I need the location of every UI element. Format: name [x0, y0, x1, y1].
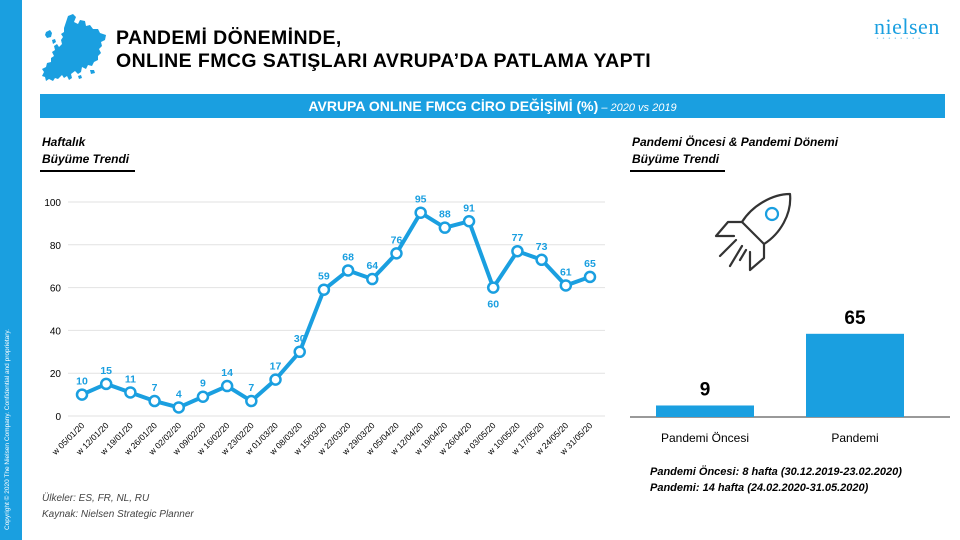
bar-value-label: 65 — [844, 308, 866, 329]
data-label: 65 — [584, 258, 596, 270]
period-label-underline — [630, 170, 725, 172]
chart-banner: AVRUPA ONLINE FMCG CİRO DEĞİŞİMİ (%) – 2… — [40, 94, 945, 118]
data-point — [75, 388, 89, 401]
data-point — [559, 279, 573, 292]
data-point — [535, 253, 548, 267]
data-label: 15 — [100, 365, 112, 377]
data-point — [317, 283, 331, 296]
data-label: 10 — [76, 376, 88, 388]
data-label: 88 — [439, 209, 451, 221]
bar-value-label: 9 — [700, 379, 711, 400]
weekly-label-underline — [40, 170, 135, 172]
data-point — [172, 401, 186, 414]
data-label: 59 — [318, 271, 330, 283]
data-label: 14 — [221, 367, 233, 379]
data-label: 68 — [342, 251, 354, 263]
data-point — [245, 394, 258, 408]
data-label: 91 — [463, 202, 475, 214]
data-point — [148, 394, 161, 408]
nielsen-logo-dots: •••••••• — [876, 36, 924, 42]
footnote-pre-label: Pandemi Öncesi: — [650, 466, 740, 478]
series-line — [81, 210, 591, 410]
data-point — [99, 377, 113, 391]
bar — [656, 405, 754, 417]
rocket-icon — [714, 192, 792, 272]
y-tick-label: 40 — [50, 326, 62, 337]
data-label: 4 — [176, 388, 182, 400]
data-label: 77 — [512, 232, 524, 244]
y-tick-label: 20 — [50, 369, 62, 380]
bar-category-label: Pandemi — [831, 431, 878, 445]
y-tick-label: 60 — [50, 284, 62, 295]
data-label: 73 — [536, 241, 548, 253]
period-label-line-2: Büyüme Trendi — [632, 152, 720, 166]
data-point — [341, 264, 355, 277]
title-line-1: PANDEMİ DÖNEMİNDE, — [116, 27, 342, 49]
data-point — [220, 379, 234, 393]
weekly-label-line-2: Büyüme Trendi — [42, 152, 130, 166]
data-label: 7 — [248, 382, 254, 394]
period-trend-label: Pandemi Öncesi & Pandemi Dönemi Büyüme T… — [632, 134, 838, 168]
bar-category-label: Pandemi Öncesi — [661, 431, 749, 445]
data-label: 76 — [391, 234, 403, 246]
data-point — [414, 206, 427, 219]
data-point — [438, 221, 452, 234]
data-label: 9 — [200, 378, 206, 390]
data-point — [486, 281, 500, 294]
period-bar-chart: 9 Pandemi Öncesi 65 Pandemi — [630, 308, 950, 445]
data-point — [462, 215, 476, 228]
data-label: 7 — [152, 382, 158, 394]
page-title: PANDEMİ DÖNEMİNDE, ONLINE FMCG SATIŞLARI… — [116, 27, 651, 73]
nielsen-logo: nielsen — [874, 14, 940, 39]
data-label: 60 — [487, 299, 499, 311]
europe-map-icon — [42, 14, 106, 81]
data-point — [583, 270, 597, 284]
data-point — [390, 247, 403, 260]
footnote-pan-text: 14 hafta (24.02.2020-31.05.2020) — [699, 482, 869, 494]
bar — [806, 333, 904, 417]
title-line-2: ONLINE FMCG SATIŞLARI AVRUPA’DA PATLAMA … — [116, 50, 652, 72]
data-label: 17 — [270, 361, 282, 373]
weekly-line-chart: 0 20 40 60 80 100 10 15 11 7 4 9 14 7 17 30 59 68 64 76 95 88… — [44, 194, 605, 458]
countries-note: Ülkeler: ES, FR, NL, RU — [42, 493, 150, 504]
y-tick-label: 80 — [50, 241, 62, 252]
data-point — [124, 386, 137, 399]
source-note: Kaynak: Nielsen Strategic Planner — [42, 509, 194, 520]
data-label: 64 — [366, 260, 378, 272]
data-point — [366, 272, 379, 286]
data-label: 61 — [560, 266, 572, 278]
weekly-trend-label: Haftalık Büyüme Trendi — [42, 134, 129, 168]
data-label: 95 — [415, 194, 427, 206]
y-tick-label: 0 — [55, 412, 61, 423]
footnote-pan-label: Pandemi: — [650, 482, 700, 494]
banner-title: AVRUPA ONLINE FMCG CİRO DEĞİŞİMİ (%) — [308, 98, 599, 114]
weekly-label-line-1: Haftalık — [42, 135, 86, 149]
data-label: 11 — [125, 373, 136, 385]
data-point — [511, 244, 524, 258]
data-point — [269, 373, 282, 386]
footnote-pandemic: Pandemi: 14 hafta (24.02.2020-31.05.2020… — [650, 480, 868, 496]
banner-subtitle: – 2020 vs 2019 — [598, 102, 677, 114]
footnote-pre-pandemic: Pandemi Öncesi: 8 hafta (30.12.2019-23.0… — [650, 464, 902, 480]
footnote-pre-text: 8 hafta (30.12.2019-23.02.2020) — [739, 466, 902, 478]
period-label-line-1: Pandemi Öncesi & Pandemi Dönemi — [632, 135, 839, 149]
data-point — [196, 390, 210, 403]
data-label: 30 — [294, 333, 306, 345]
y-tick-label: 100 — [44, 198, 61, 209]
left-accent-strip — [0, 0, 22, 540]
data-point — [293, 345, 306, 359]
